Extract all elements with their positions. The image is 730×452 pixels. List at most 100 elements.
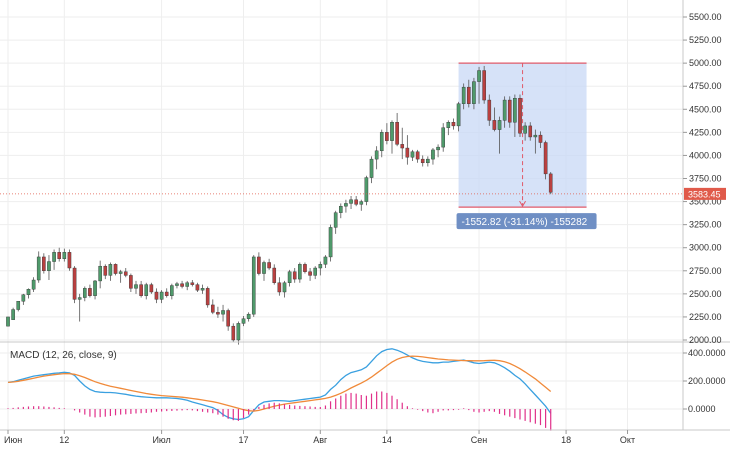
candle-body [272, 267, 277, 283]
candle-body [303, 264, 307, 272]
candle-body [323, 256, 328, 265]
time-tick-label: 18 [561, 435, 571, 445]
macd-tick-label: 200.0000 [688, 376, 726, 386]
candle-body [548, 173, 553, 193]
time-tick-label: 12 [59, 435, 69, 445]
candle-body [216, 312, 220, 315]
candle-body [159, 291, 164, 300]
candle-body [47, 261, 51, 271]
candle-body [31, 279, 36, 290]
candle-body [180, 283, 184, 287]
price-tick-label: 3750.00 [689, 174, 722, 184]
candle-body [164, 291, 169, 296]
candle-body [461, 86, 466, 104]
candle-body [410, 151, 415, 158]
price-tick-label: 2000.00 [689, 335, 722, 345]
candle-body [359, 201, 364, 205]
candle-body [170, 285, 174, 296]
candle-body [287, 271, 292, 283]
candle-body [472, 81, 476, 104]
candlestick-series [6, 65, 553, 345]
candle-body [251, 256, 256, 315]
candle-body [88, 288, 92, 296]
candle-body [482, 70, 486, 101]
candle-body [123, 271, 128, 276]
candle-body [267, 262, 271, 269]
candle-body [344, 203, 348, 207]
price-tick-label: 5000.00 [689, 58, 722, 68]
candle-body [226, 310, 230, 327]
candle-body [543, 142, 548, 175]
macd-axis[interactable]: 400.0000 200.0000 0.0000 [683, 348, 726, 414]
price-tick-label: 3500.00 [689, 197, 722, 207]
candle-body [282, 282, 287, 293]
candle-body [36, 256, 41, 281]
price-tick-label: 5250.00 [689, 35, 722, 45]
candle-body [93, 280, 97, 296]
price-tick-label: 2750.00 [689, 266, 722, 276]
candle-body [528, 125, 533, 138]
candle-body [405, 147, 410, 158]
macd-grid [0, 342, 683, 430]
candle-body [144, 284, 149, 296]
time-axis[interactable]: Июн 12 Июл 17 Авг 14 Сен 18 Окт [4, 430, 635, 445]
last-price-label: 3583.45 [684, 187, 726, 200]
candle-body [139, 284, 143, 296]
price-tick-label: 2500.00 [689, 289, 722, 299]
time-tick-label: 14 [382, 435, 392, 445]
candle-body [42, 256, 46, 271]
candle-body [108, 264, 113, 276]
candle-body [175, 283, 179, 286]
candle-body [118, 271, 123, 274]
candle-body [395, 122, 399, 145]
candle-body [236, 323, 241, 341]
candle-body [492, 120, 497, 130]
macd-series [7, 348, 552, 431]
price-tick-label: 4750.00 [689, 81, 722, 91]
candle-body [190, 282, 195, 285]
candle-body [456, 103, 461, 127]
candle-body [113, 264, 118, 274]
candle-body [129, 275, 133, 289]
price-tick-label: 3250.00 [689, 220, 722, 230]
candle-body [72, 267, 77, 300]
candle-body [77, 297, 82, 300]
candle-body [415, 151, 420, 160]
candle-body [379, 132, 384, 152]
candle-body [513, 98, 517, 123]
candle-body [538, 134, 543, 143]
candle-body [477, 70, 481, 82]
candle-body [200, 288, 205, 291]
candle-body [400, 144, 405, 149]
candle-body [298, 264, 302, 280]
candle-body [205, 288, 210, 306]
measure-label-text: -1552.82 (-31.14%) -155282 [462, 217, 588, 228]
candle-body [308, 271, 312, 276]
candle-body [57, 252, 61, 259]
candle-body [502, 99, 507, 121]
candle-body [103, 265, 108, 276]
candle-body [16, 301, 21, 310]
candle-body [195, 284, 200, 291]
time-tick-label: Июл [152, 435, 170, 445]
price-tick-label: 4250.00 [689, 127, 722, 137]
candle-body [533, 134, 538, 138]
candle-body [241, 318, 246, 324]
candle-body [420, 158, 425, 164]
candle-body [451, 122, 456, 127]
candle-body [446, 122, 451, 128]
measure-tool[interactable] [458, 62, 587, 208]
candle-body [436, 146, 440, 151]
candle-body [339, 205, 343, 213]
candle-body [318, 264, 323, 269]
macd-study-label[interactable]: MACD (12, 26, close, 9) [10, 350, 117, 361]
candle-body [390, 122, 394, 141]
price-axis[interactable]: 5500.00 5250.00 5000.00 4750.00 4500.00 4250.… [683, 12, 722, 345]
last-price-label-background [684, 187, 726, 200]
time-tick-label: Сен [471, 435, 488, 445]
candle-body [292, 271, 297, 280]
candle-body [6, 316, 10, 327]
time-tick-label: Авг [313, 435, 328, 445]
